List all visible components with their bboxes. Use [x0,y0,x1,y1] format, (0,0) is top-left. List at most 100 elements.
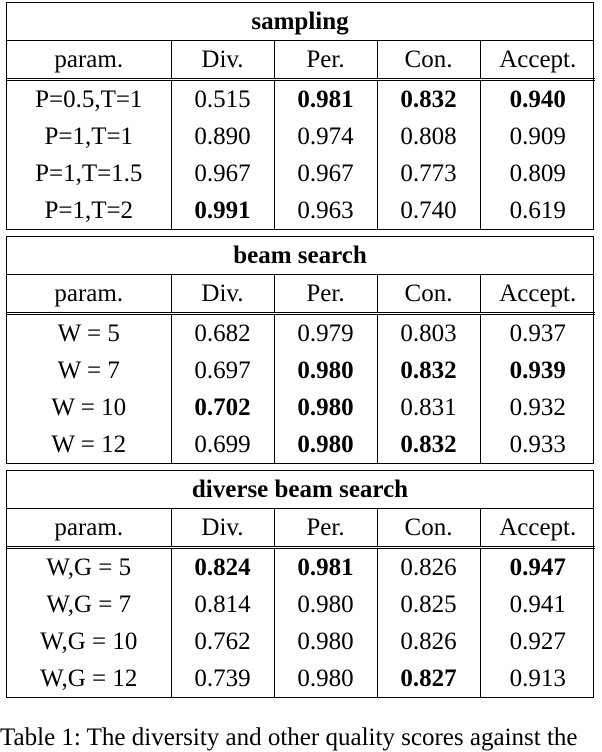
per-cell: 0.980 [273,426,377,463]
con-cell: 0.808 [376,118,480,155]
header-con: Con. [376,275,480,315]
sampling-section: sampling param. Div. Per. Con. Accept. P… [6,2,595,230]
header-div: Div. [170,41,274,81]
table-caption: Table 1: The diversity and other quality… [0,724,578,751]
accept-cell: 0.809 [479,155,595,192]
div-cell: 0.682 [170,313,274,352]
results-table: param. Div. Per. Con. Accept. W = 5 0.68… [7,275,595,463]
header-accept: Accept. [479,275,595,315]
con-cell: 0.832 [376,79,480,118]
div-cell: 0.699 [170,426,274,463]
header-per: Per. [273,41,377,81]
accept-cell: 0.940 [479,79,595,118]
table-row: P=1,T=2 0.991 0.963 0.740 0.619 [7,192,595,229]
con-cell: 0.827 [376,660,480,697]
table-row: P=1,T=1.5 0.967 0.967 0.773 0.809 [7,155,595,192]
header-param: param. [7,275,171,315]
accept-cell: 0.927 [479,623,595,660]
accept-cell: 0.941 [479,586,595,623]
accept-cell: 0.933 [479,426,595,463]
per-cell: 0.967 [273,155,377,192]
section-title: sampling [7,3,593,41]
table-row: W,G = 7 0.814 0.980 0.825 0.941 [7,586,595,623]
con-cell: 0.773 [376,155,480,192]
per-cell: 0.979 [273,313,377,352]
header-div: Div. [170,509,274,549]
accept-cell: 0.939 [479,352,595,389]
per-cell: 0.963 [273,192,377,229]
per-cell: 0.980 [273,660,377,697]
con-cell: 0.826 [376,623,480,660]
accept-cell: 0.619 [479,192,595,229]
results-table: param. Div. Per. Con. Accept. P=0.5,T=1 … [7,41,595,229]
header-div: Div. [170,275,274,315]
section-title: beam search [7,237,593,275]
header-row: param. Div. Per. Con. Accept. [7,275,595,315]
accept-cell: 0.932 [479,389,595,426]
param-cell: W,G = 7 [46,590,132,618]
accept-cell: 0.937 [479,313,595,352]
div-cell: 0.991 [170,192,274,229]
con-cell: 0.825 [376,586,480,623]
diverse-beam-search-section: diverse beam search param. Div. Per. Con… [6,470,595,698]
con-cell: 0.832 [376,352,480,389]
header-accept: Accept. [479,509,595,549]
param-cell: P=0.5,T=1 [35,85,143,113]
param-cell: P=1,T=2 [44,196,134,224]
con-cell: 0.740 [376,192,480,229]
table-row: P=1,T=1 0.890 0.974 0.808 0.909 [7,118,595,155]
accept-cell: 0.947 [479,547,595,586]
div-cell: 0.697 [170,352,274,389]
table-row: W,G = 10 0.762 0.980 0.826 0.927 [7,623,595,660]
header-con: Con. [376,41,480,81]
div-cell: 0.814 [170,586,274,623]
header-row: param. Div. Per. Con. Accept. [7,41,595,81]
section-title: diverse beam search [7,471,593,509]
param-cell: W = 7 [57,356,120,384]
div-cell: 0.890 [170,118,274,155]
table-row: W = 12 0.699 0.980 0.832 0.933 [7,426,595,463]
accept-cell: 0.909 [479,118,595,155]
header-accept: Accept. [479,41,595,81]
table-row: W = 7 0.697 0.980 0.832 0.939 [7,352,595,389]
table-row: W = 5 0.682 0.979 0.803 0.937 [7,313,595,352]
per-cell: 0.981 [273,79,377,118]
per-cell: 0.974 [273,118,377,155]
header-row: param. Div. Per. Con. Accept. [7,509,595,549]
div-cell: 0.739 [170,660,274,697]
div-cell: 0.967 [170,155,274,192]
param-cell: W = 5 [57,319,120,347]
table-row: W,G = 12 0.739 0.980 0.827 0.913 [7,660,595,697]
con-cell: 0.803 [376,313,480,352]
div-cell: 0.702 [170,389,274,426]
header-per: Per. [273,509,377,549]
con-cell: 0.826 [376,547,480,586]
per-cell: 0.980 [273,352,377,389]
param-cell: P=1,T=1 [44,122,134,150]
param-cell: W,G = 12 [40,664,138,692]
header-per: Per. [273,275,377,315]
div-cell: 0.762 [170,623,274,660]
param-cell: W = 12 [51,430,127,458]
results-table-stack: sampling param. Div. Per. Con. Accept. P… [6,2,595,704]
div-cell: 0.824 [170,547,274,586]
header-param: param. [7,41,171,81]
param-cell: W,G = 5 [46,553,132,581]
param-cell: W = 10 [51,393,127,421]
per-cell: 0.981 [273,547,377,586]
beam-search-section: beam search param. Div. Per. Con. Accept… [6,236,595,464]
table-row: W,G = 5 0.824 0.981 0.826 0.947 [7,547,595,586]
header-param: param. [7,509,171,549]
div-cell: 0.515 [170,79,274,118]
param-cell: P=1,T=1.5 [35,159,143,187]
param-cell: W,G = 10 [40,627,138,655]
table-row: P=0.5,T=1 0.515 0.981 0.832 0.940 [7,79,595,118]
results-table: param. Div. Per. Con. Accept. W,G = 5 0.… [7,509,595,697]
con-cell: 0.831 [376,389,480,426]
per-cell: 0.980 [273,623,377,660]
header-con: Con. [376,509,480,549]
con-cell: 0.832 [376,426,480,463]
per-cell: 0.980 [273,586,377,623]
accept-cell: 0.913 [479,660,595,697]
table-row: W = 10 0.702 0.980 0.831 0.932 [7,389,595,426]
